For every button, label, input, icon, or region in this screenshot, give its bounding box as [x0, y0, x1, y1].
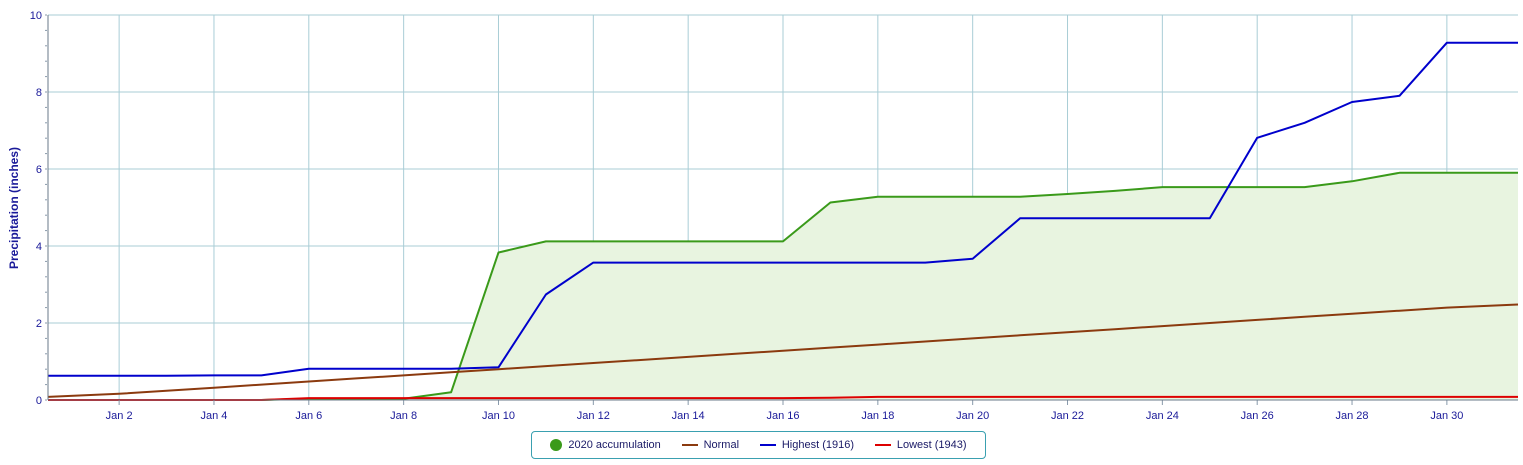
series-line-highest-1916	[48, 41, 1518, 377]
legend: 2020 accumulation Normal Highest (1916) …	[531, 431, 986, 459]
x-tick-label: Jan 30	[1430, 410, 1463, 422]
x-tick-label: Jan 22	[1051, 410, 1084, 422]
y-tick-label: 4	[36, 241, 42, 253]
legend-item-lowest[interactable]: Lowest (1943)	[874, 439, 967, 451]
series-line-normal	[47, 303, 1519, 398]
legend-item-2020[interactable]: 2020 accumulation	[550, 439, 661, 451]
x-tick-label: Jan 18	[861, 410, 894, 422]
legend-label-lowest: Lowest (1943)	[896, 439, 967, 451]
legend-label-normal: Normal	[703, 439, 740, 451]
x-tick-label: Jan 28	[1336, 410, 1369, 422]
x-tick-label: Jan 20	[956, 410, 989, 422]
legend-item-highest[interactable]: Highest (1916)	[759, 439, 855, 451]
x-tick-label: Jan 24	[1146, 410, 1179, 422]
y-tick-label: 0	[36, 395, 42, 407]
x-tick-label: Jan 4	[201, 410, 228, 422]
x-tick-label: Jan 14	[672, 410, 705, 422]
area-layer	[48, 172, 1518, 400]
legend-label-2020: 2020 accumulation	[568, 439, 661, 451]
x-tick-label: Jan 16	[766, 410, 799, 422]
y-tick-label: 10	[30, 10, 42, 22]
x-tick-label: Jan 26	[1241, 410, 1274, 422]
series-line-lowest-1943	[48, 395, 1518, 401]
axes: 0 2 4 6 8 10 Jan 2 Jan 4 Jan 6 Jan 8 Jan 10 Jan 12 J…	[30, 10, 1518, 422]
x-tick-label: Jan 12	[577, 410, 610, 422]
x-tick-label: Jan 6	[295, 410, 322, 422]
series-area-2020-accumulation	[48, 172, 1518, 400]
legend-swatch-normal	[681, 444, 698, 446]
x-tick-label: Jan 2	[106, 410, 133, 422]
legend-swatch-lowest	[874, 444, 891, 446]
legend-label-highest: Highest (1916)	[781, 439, 855, 451]
y-tick-label: 8	[36, 87, 42, 99]
x-tick-label: Jan 10	[482, 410, 515, 422]
legend-swatch-2020	[550, 439, 563, 451]
y-tick-label: 2	[36, 318, 42, 330]
legend-item-normal[interactable]: Normal	[681, 439, 740, 451]
x-tick-label: Jan 8	[390, 410, 417, 422]
legend-swatch-highest	[759, 444, 776, 446]
y-axis-label: Precipitation (inches)	[7, 147, 21, 269]
y-tick-label: 6	[36, 164, 42, 176]
series-layer	[47, 41, 1519, 401]
